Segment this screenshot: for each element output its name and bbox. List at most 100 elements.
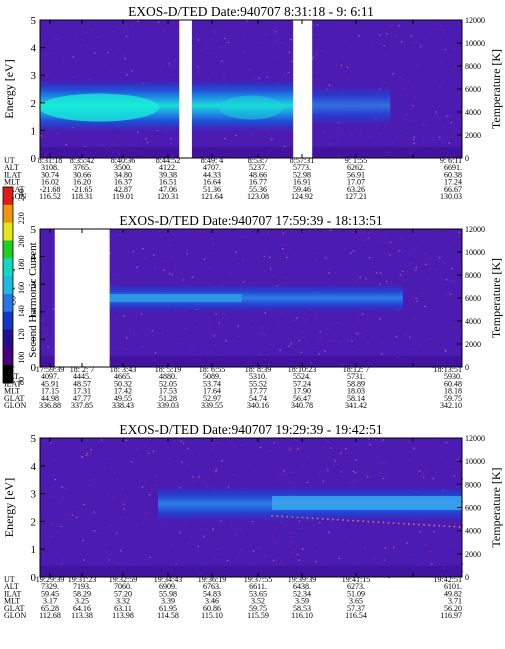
ephemeris-value: 127.21 <box>345 192 367 201</box>
ephemeris-value: 55.36 <box>249 185 267 194</box>
ephemeris-value: 54.83 <box>203 589 221 598</box>
colorbar-tick-label: 80 <box>17 377 26 385</box>
ephemeris-value: 7193. <box>73 582 91 591</box>
ephemeris-value: 55.98 <box>159 589 177 598</box>
ephemeris-value: 17.77 <box>249 387 267 396</box>
ephemeris-value: 337.85 <box>71 401 93 410</box>
ephemeris-value: 49.55 <box>114 394 132 403</box>
y2-tick-label: 10000 <box>465 248 485 257</box>
ephemeris-value: 3.32 <box>116 597 130 606</box>
ephemeris-value: 18.18 <box>444 387 462 396</box>
ephemeris-value: 120.31 <box>157 192 179 201</box>
ephemeris-value: 116.54 <box>345 611 367 620</box>
ephemeris-row-label: MLT <box>4 387 20 396</box>
ephemeris-value: 61.95 <box>159 604 177 613</box>
ephemeris-value: 124.92 <box>291 192 313 201</box>
y2-tick-label: 8000 <box>465 480 481 489</box>
ephemeris-value: -21.68 <box>40 185 61 194</box>
ephemeris-value: 130.03 <box>440 192 462 201</box>
ephemeris-value: 340.16 <box>247 401 269 410</box>
colorbar-swatch <box>3 365 13 384</box>
ephemeris-value: 19:37:55 <box>244 575 272 584</box>
ephemeris-table: UTALTILATMLTGLATGLON17:59:394097.45.9117… <box>4 365 462 410</box>
colorbar-tick-label: 100 <box>17 352 26 364</box>
y-tick-label: 4 <box>31 461 37 473</box>
ephemeris-value: 8:57:31 <box>290 156 314 165</box>
ephemeris-value: 45.91 <box>41 379 59 388</box>
ephemeris-value: 56.47 <box>293 394 311 403</box>
ephemeris-value: 7060. <box>114 582 132 591</box>
ephemeris-value: 3.71 <box>448 597 462 606</box>
ephemeris-value: 5237. <box>249 163 267 172</box>
data-gap <box>54 229 110 367</box>
ephemeris-value: 17.53 <box>159 387 177 396</box>
ephemeris-value: 6691. <box>444 163 462 172</box>
band-core <box>219 95 283 120</box>
y2-tick-label: 2000 <box>465 340 481 349</box>
y-tick-label: 3 <box>31 70 37 82</box>
y-tick-label: 3 <box>31 489 37 501</box>
ephemeris-value: 112.68 <box>39 611 61 620</box>
ephemeris-value: 53.65 <box>249 589 267 598</box>
y-tick-label: 4 <box>31 43 37 55</box>
ephemeris-value: 341.42 <box>345 401 367 410</box>
ephemeris-value: 52.97 <box>203 394 221 403</box>
colorbar-swatch <box>3 222 13 241</box>
ephemeris-value: 52.98 <box>293 170 311 179</box>
ephemeris-value: 3.65 <box>349 597 363 606</box>
colorbar-swatch <box>3 293 13 313</box>
ephemeris-value: 58.53 <box>293 604 311 613</box>
ephemeris-value: 18: 8:39 <box>245 365 271 374</box>
ephemeris-value: 115.10 <box>201 611 223 620</box>
ephemeris-value: 4122. <box>159 163 177 172</box>
y2-axis-label: Temperature [K] <box>489 49 503 129</box>
ephemeris-row-label: MLT <box>4 597 20 606</box>
y2-tick-label: 4000 <box>465 317 481 326</box>
ephemeris-value: 9: 6:11 <box>440 156 462 165</box>
colorbar-swatch <box>3 311 13 331</box>
ephemeris-value: 16.37 <box>114 178 132 187</box>
ephemeris-value: 113.98 <box>112 611 134 620</box>
ephemeris-value: 123.08 <box>247 192 269 201</box>
ephemeris-value: 6909. <box>159 582 177 591</box>
y2-tick-label: 10000 <box>465 457 485 466</box>
ephemeris-value: 113.38 <box>71 611 93 620</box>
ephemeris-value: 5731. <box>347 372 365 381</box>
ephemeris-value: 58.89 <box>347 379 365 388</box>
colorbar-tick-label: 220 <box>17 212 26 224</box>
y2-tick-label: 4000 <box>465 108 481 117</box>
ephemeris-value: 18: 5:19 <box>155 365 181 374</box>
ephemeris-value: 18: 2: 7 <box>70 365 94 374</box>
ephemeris-value: -21.65 <box>72 185 93 194</box>
y-tick-label: 2 <box>31 307 37 319</box>
data-gap <box>293 20 313 158</box>
ephemeris-value: 339.55 <box>201 401 223 410</box>
panel-title: EXOS-D/TED Date:940707 17:59:39 - 18:13:… <box>119 213 382 228</box>
ephemeris-value: 66.67 <box>444 185 462 194</box>
ephemeris-value: 4707. <box>203 163 221 172</box>
panel-2: EXOS-D/TED Date:940707 17:59:39 - 18:13:… <box>2 213 503 410</box>
ephemeris-value: 3.17 <box>43 597 57 606</box>
ephemeris-value: 5773. <box>293 163 311 172</box>
ephemeris-value: 5524. <box>293 372 311 381</box>
y2-tick-label: 12000 <box>465 225 485 234</box>
y-tick-label: 0 <box>31 362 37 374</box>
colorbar-swatch <box>3 187 13 206</box>
panel-title: EXOS-D/TED Date:940707 19:29:39 - 19:42:… <box>119 422 382 437</box>
ephemeris-value: 114.58 <box>157 611 179 620</box>
ephemeris-value: 3.59 <box>295 597 309 606</box>
y-axis-label: Energy [eV] <box>2 478 16 537</box>
ephemeris-value: 3500. <box>114 163 132 172</box>
ephemeris-value: 51.28 <box>159 394 177 403</box>
ephemeris-value: 6763. <box>203 582 221 591</box>
colorbar-swatch <box>3 258 13 277</box>
ephemeris-value: 30.74 <box>41 170 59 179</box>
y2-tick-label: 8000 <box>465 271 481 280</box>
ephemeris-value: 17.64 <box>203 387 221 396</box>
ephemeris-value: 8:49: 4 <box>201 156 223 165</box>
y2-tick-label: 0 <box>465 363 469 372</box>
ephemeris-value: 18:13:51 <box>434 365 462 374</box>
ephemeris-row-label: ILAT <box>4 170 21 179</box>
ephemeris-value: 44.98 <box>41 394 59 403</box>
